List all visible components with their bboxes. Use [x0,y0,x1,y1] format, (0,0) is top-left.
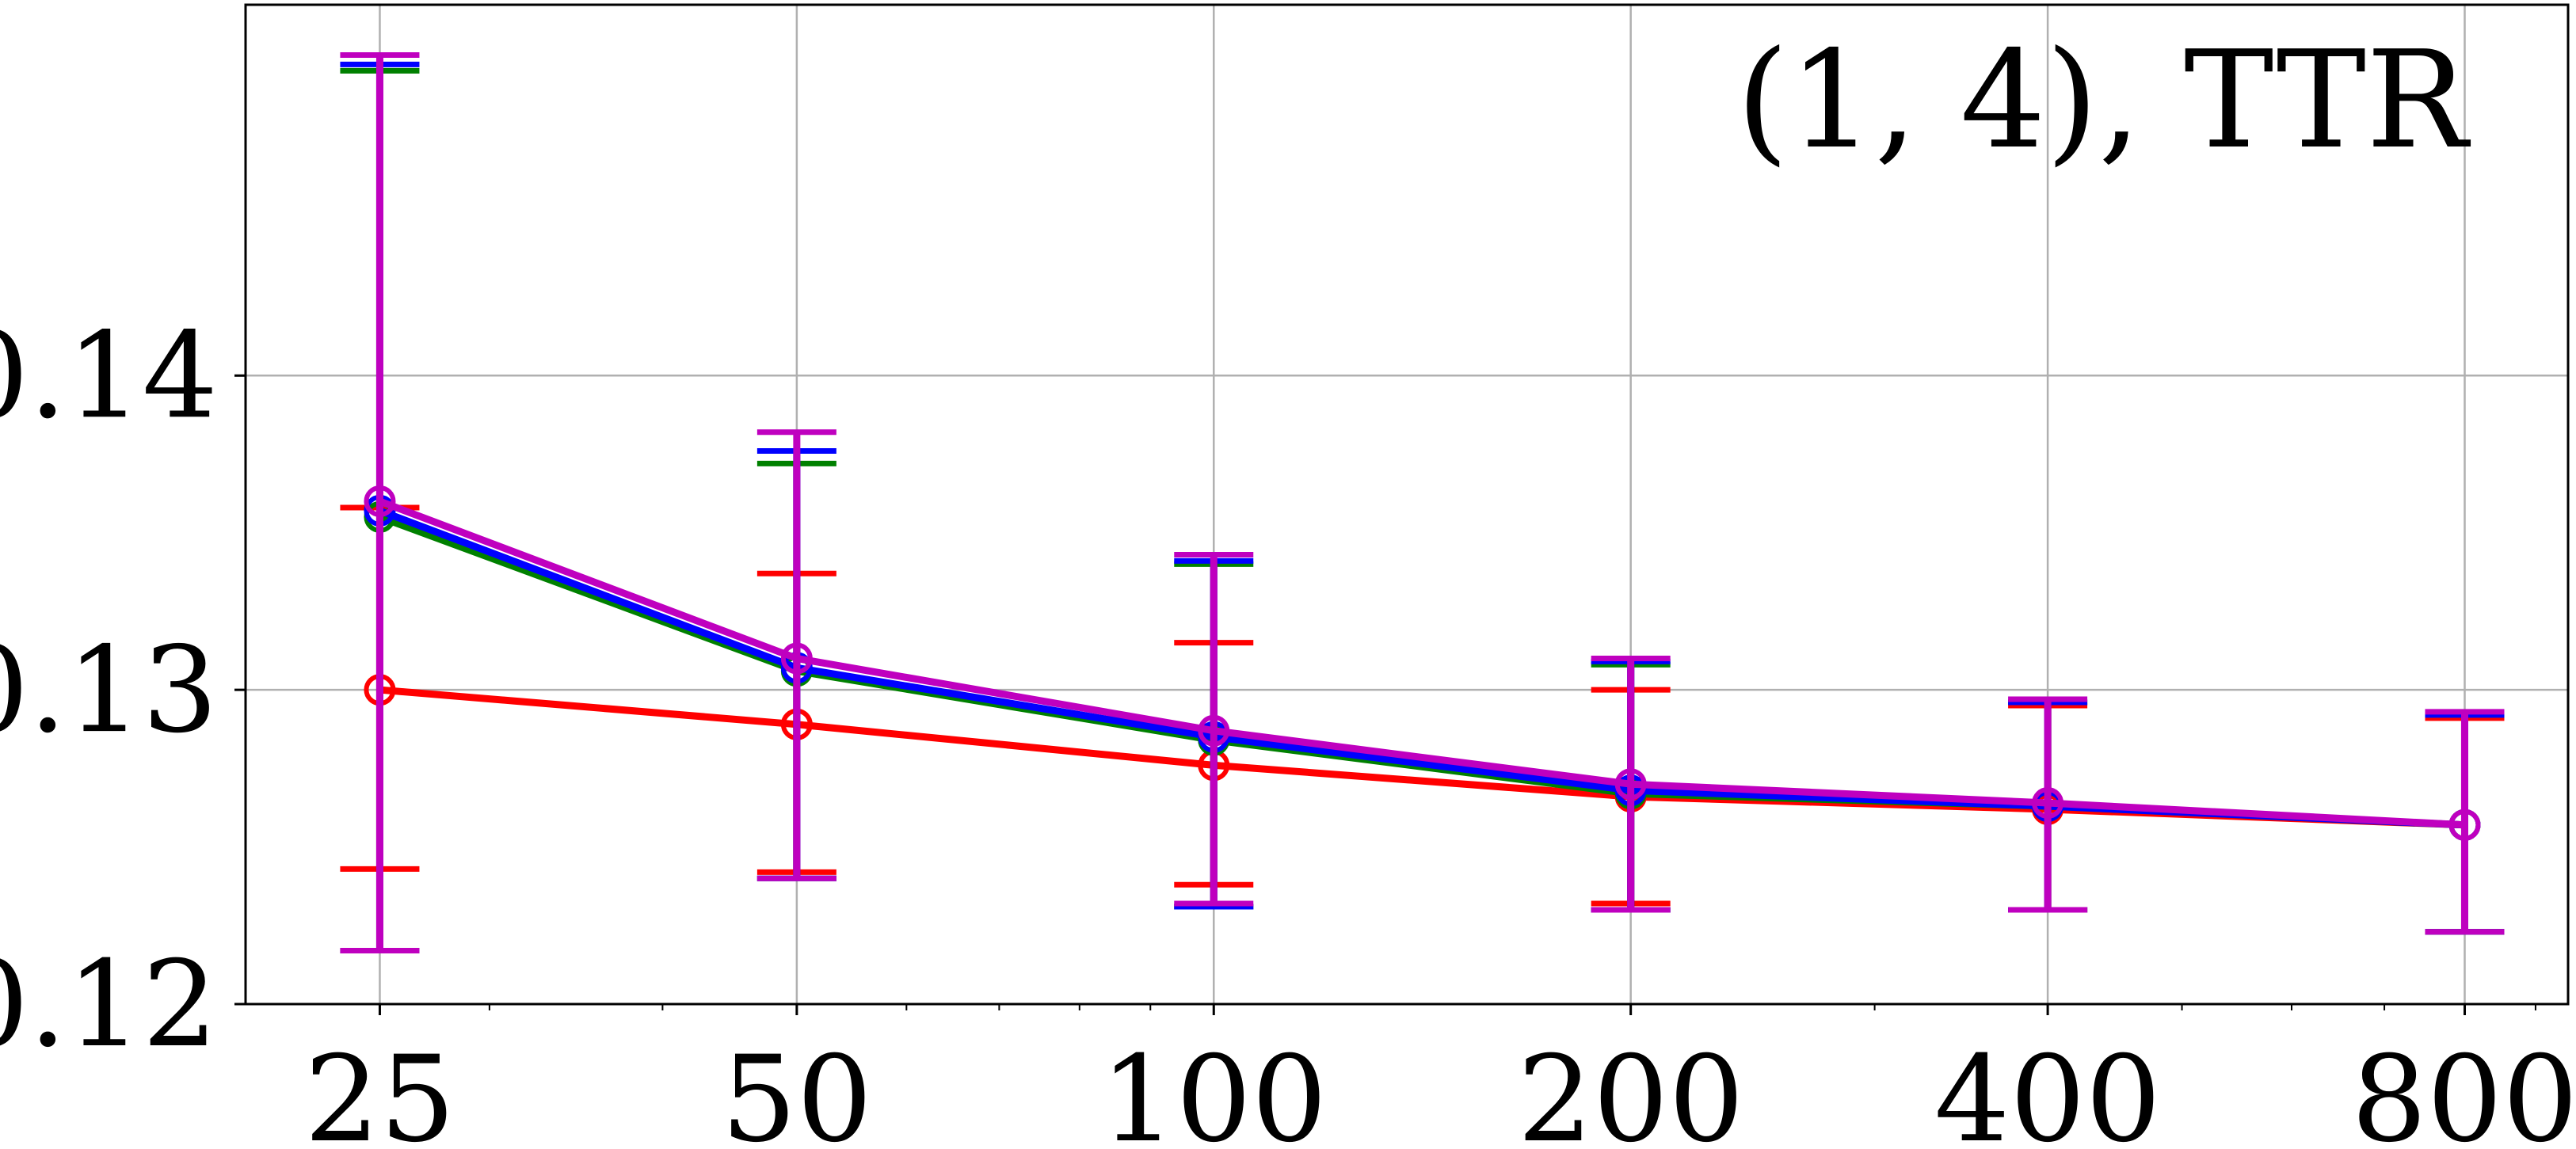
y-tick-label: 0.13 [0,622,218,759]
data-point [2032,787,2064,820]
x-tick-label: 50 [721,1031,872,1149]
series-line [378,497,2465,829]
x-tick-label: 800 [2351,1031,2576,1149]
x-tick-label: 100 [1100,1031,1327,1149]
plot-frame [244,3,2570,1006]
series-3 [340,51,2505,954]
axes: 25 50 100 200 400 800 0.12 0.13 0.14 [0,307,2576,1149]
data-point [1198,714,1230,747]
data-point [2448,808,2481,841]
data-point [364,485,396,518]
x-tick-label: 400 [1934,1031,2161,1149]
data-point [780,642,813,675]
x-tick-label: 25 [304,1031,455,1149]
y-tick-label: 0.12 [0,936,218,1074]
series-1 [340,67,2505,954]
data-point [1614,768,1647,801]
series-0 [340,504,2505,935]
series-layer [340,51,2505,954]
y-tick-label: 0.14 [0,307,218,445]
x-tick-label: 200 [1518,1031,1744,1149]
chart-annotation: (1, 4), TTR [1736,22,2471,179]
